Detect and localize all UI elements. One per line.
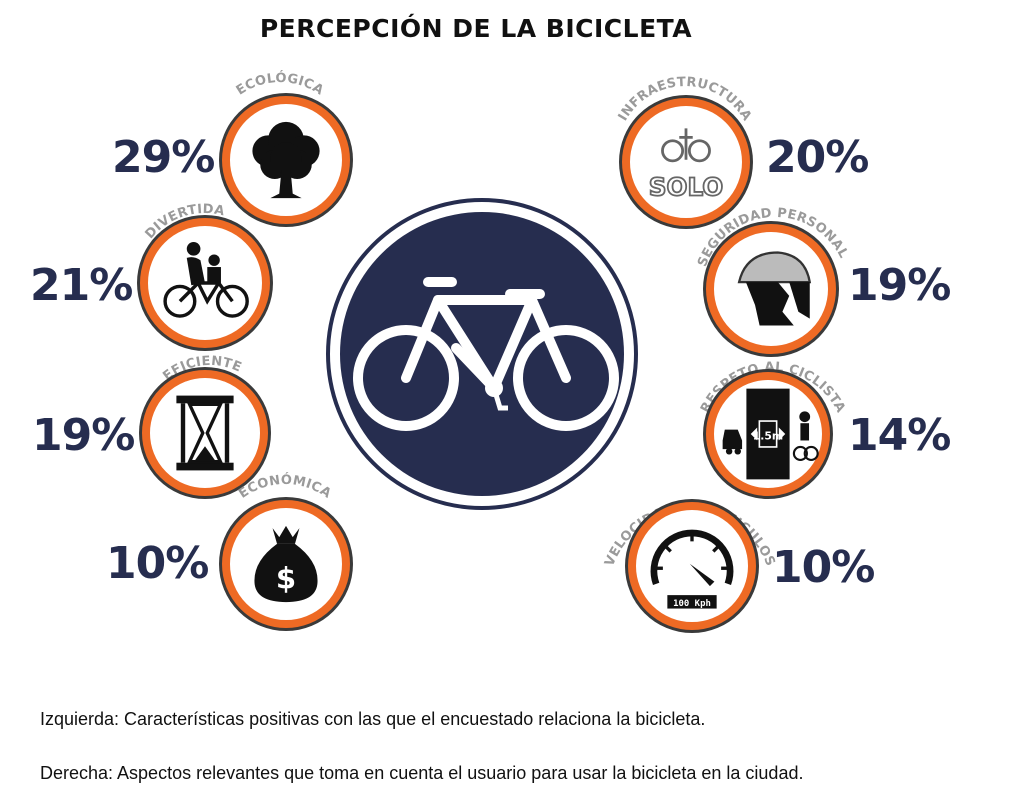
eficiente-ring: [142, 370, 268, 496]
percent-divertida: 21%: [30, 260, 133, 311]
helmet-icon: [737, 251, 812, 326]
bike-lane-icon: SOLO: [648, 128, 724, 202]
percent-economica: 10%: [106, 538, 209, 589]
label-ecologica: ECOLÓGICA: [234, 70, 327, 99]
ecologica-ring: [222, 96, 350, 224]
safe-distance-icon: 1.5m: [722, 388, 819, 480]
note-left: Izquierda: Características positivas con…: [40, 709, 706, 729]
bike-lane-sign-text: SOLO: [649, 173, 723, 202]
svg-text:ECOLÓGICA: ECOLÓGICA: [234, 70, 327, 99]
infraestructura-ring: SOLO: [622, 98, 750, 226]
tree-icon: [252, 121, 320, 199]
percent-infraestructura: 20%: [766, 132, 869, 183]
page-title: PERCEPCIÓN DE LA BICICLETA: [259, 14, 693, 43]
speedometer-icon: 100 Kph: [650, 529, 734, 609]
money-bag-icon: $: [254, 525, 318, 603]
label-economica: ECONÓMICA: [236, 472, 334, 502]
note-right: Derecha: Aspectos relevantes que toma en…: [40, 763, 804, 783]
percent-eficiente: 19%: [32, 410, 135, 461]
family-cyclist-icon: [163, 241, 249, 318]
hourglass-icon: [176, 395, 234, 471]
percent-ecologica: 29%: [112, 132, 215, 183]
speedometer-sign-text: 100 Kph: [673, 599, 711, 609]
percent-velocidad: 10%: [772, 542, 875, 593]
economica-ring: $: [222, 500, 350, 628]
svg-text:$: $: [276, 562, 296, 596]
label-ecologica-text: ECOLÓGICA: [234, 70, 326, 99]
respeto-ring: 1.5m: [706, 372, 830, 496]
divertida-ring: [140, 218, 270, 348]
seguridad-ring: [706, 224, 836, 354]
percent-seguridad: 19%: [848, 260, 951, 311]
bicycle-sign-icon: [326, 198, 638, 510]
svg-text:ECONÓMICA: ECONÓMICA: [236, 472, 334, 502]
safe-distance-sign-text: 1.5m: [753, 429, 783, 442]
percent-respeto: 14%: [848, 410, 951, 461]
label-economica-text: ECONÓMICA: [236, 472, 333, 502]
velocidad-ring: 100 Kph: [628, 502, 756, 630]
